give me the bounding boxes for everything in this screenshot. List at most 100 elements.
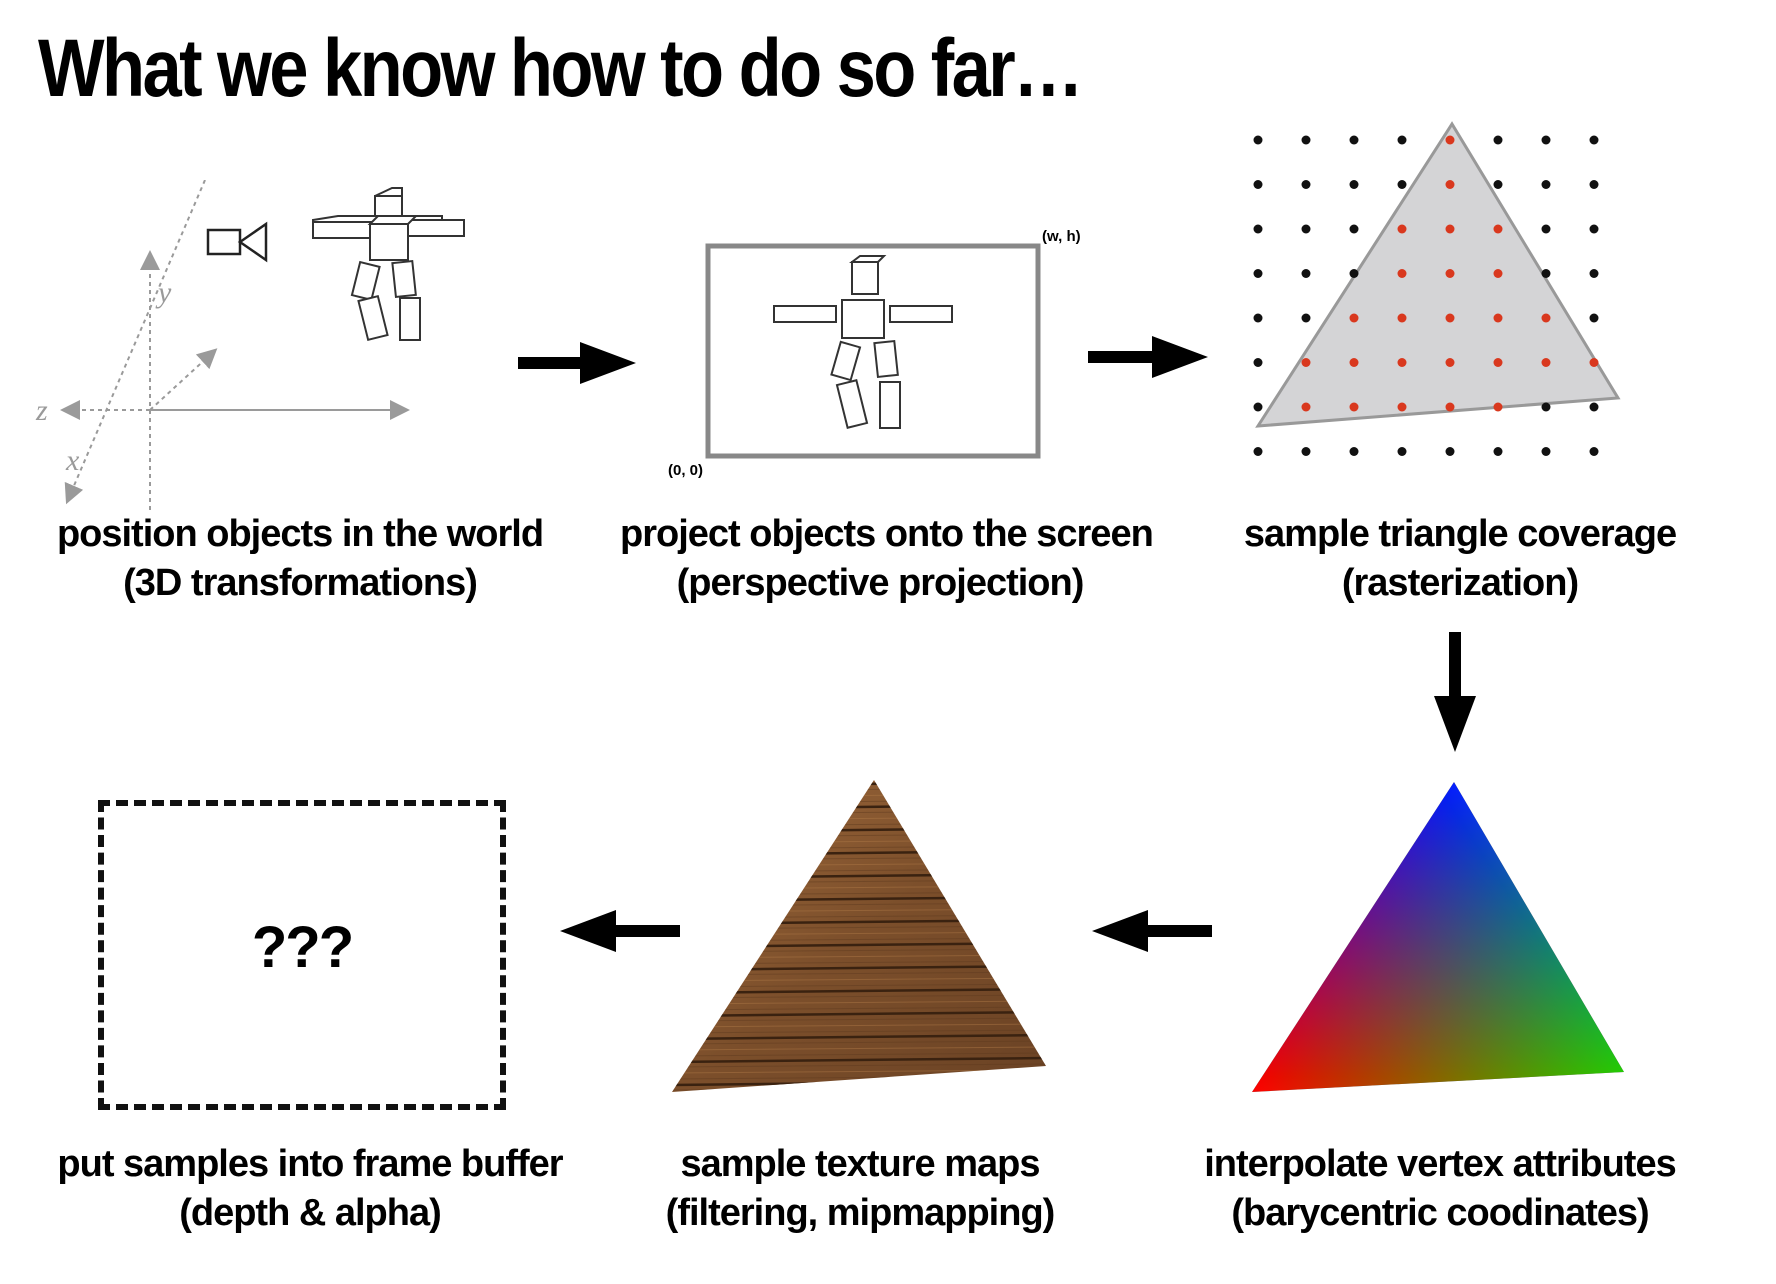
sample-point <box>1589 447 1599 456</box>
step-1-title: position objects in the world <box>56 513 544 555</box>
screen-origin-label: (0, 0) <box>668 462 704 479</box>
sample-point <box>1541 402 1551 412</box>
sample-point <box>1397 447 1407 456</box>
sample-point <box>1493 224 1503 234</box>
world-space-figure: y z x <box>35 180 465 510</box>
projected-robot <box>773 255 953 429</box>
step-6-title: put samples into frame buffer <box>57 1143 563 1185</box>
sample-point <box>1397 269 1407 278</box>
sample-point <box>1445 402 1455 412</box>
sample-point <box>1589 180 1599 189</box>
step-4-title: interpolate vertex attributes <box>1204 1143 1676 1185</box>
unknown-placeholder: ??? <box>251 915 354 980</box>
sample-point <box>1445 180 1455 189</box>
sample-point <box>1397 135 1407 145</box>
step-2-subtitle: (perspective projection) <box>676 562 1085 604</box>
sample-point <box>1445 135 1455 145</box>
screen-corner-label: (w, h) <box>1042 228 1081 245</box>
sample-point <box>1493 402 1503 412</box>
sample-point <box>1589 313 1599 323</box>
sample-point <box>1349 180 1359 189</box>
step-1-subtitle: (3D transformations) <box>123 562 478 604</box>
step-caption-6: put samples into frame buffer (depth & a… <box>50 1140 570 1238</box>
sample-point <box>1445 269 1455 278</box>
sample-point <box>1301 135 1311 145</box>
sample-point <box>1589 224 1599 234</box>
sample-point <box>1493 358 1503 367</box>
sample-point <box>1493 180 1503 189</box>
step-4-subtitle: (barycentric coodinates) <box>1231 1192 1649 1234</box>
sample-point <box>1589 402 1599 412</box>
sample-point <box>1445 358 1455 367</box>
color-triangle <box>1252 782 1624 1092</box>
sample-point <box>1253 313 1263 323</box>
sample-point <box>1253 358 1263 367</box>
sample-point <box>1445 447 1455 456</box>
sample-point <box>1349 358 1359 367</box>
sample-point <box>1349 135 1359 145</box>
sample-point <box>1541 269 1551 278</box>
coverage-triangle <box>1255 121 1621 428</box>
step-5-title: sample texture maps <box>680 1143 1040 1185</box>
sample-point <box>1493 269 1503 278</box>
sample-point <box>1349 313 1359 323</box>
x-axis <box>64 180 206 505</box>
axes <box>60 180 410 510</box>
step-3-subtitle: (rasterization) <box>1341 562 1579 604</box>
arrow-left-1 <box>1092 910 1212 952</box>
slide-title: What we know how to do so far… <box>38 23 1084 114</box>
step-6-subtitle: (depth & alpha) <box>179 1192 442 1234</box>
step-caption-2: project objects onto the screen (perspec… <box>620 510 1154 608</box>
step-2-title: project objects onto the screen <box>620 513 1154 555</box>
sample-point <box>1301 224 1311 234</box>
sample-point <box>1301 402 1311 412</box>
camera-icon <box>206 221 268 263</box>
sample-point <box>1253 447 1263 456</box>
sample-point <box>1589 358 1599 367</box>
sample-point <box>1589 269 1599 278</box>
sample-point <box>1589 135 1599 145</box>
sample-point <box>1541 447 1551 456</box>
sample-point <box>1253 180 1263 189</box>
rasterization-figure <box>1253 121 1621 456</box>
sample-point <box>1493 135 1503 145</box>
arrow-right-1 <box>518 342 636 384</box>
robot-figure <box>312 187 465 342</box>
sample-point <box>1349 402 1359 412</box>
sample-point <box>1541 358 1551 367</box>
sample-point <box>1253 135 1263 145</box>
sample-point <box>1541 224 1551 234</box>
sample-point <box>1301 313 1311 323</box>
sample-point <box>1253 224 1263 234</box>
sample-point <box>1397 180 1407 189</box>
sample-grid <box>1253 135 1599 456</box>
step-caption-1: position objects in the world (3D transf… <box>40 510 560 608</box>
sample-point <box>1397 224 1407 234</box>
sample-point <box>1445 224 1455 234</box>
screen-figure: (w, h) (0, 0) <box>660 220 1120 480</box>
interpolation-figure <box>1252 782 1624 1092</box>
step-3-title: sample triangle coverage <box>1243 513 1677 555</box>
x-axis-label: x <box>65 444 80 477</box>
wood-texture <box>672 780 1046 1092</box>
texture-figure <box>672 780 1046 1092</box>
sample-point <box>1493 447 1503 456</box>
sample-point <box>1301 180 1311 189</box>
screen-frame <box>705 243 1041 459</box>
x-axis-up <box>149 348 218 411</box>
sample-point <box>1541 313 1551 323</box>
sample-point <box>1349 224 1359 234</box>
sample-point <box>1349 447 1359 456</box>
sample-point <box>1397 358 1407 367</box>
step-5-subtitle: (filtering, mipmapping) <box>665 1192 1056 1234</box>
sample-point <box>1541 135 1551 145</box>
arrow-left-2 <box>560 910 680 952</box>
step-caption-5: sample texture maps (filtering, mipmappi… <box>600 1140 1120 1238</box>
arrow-down <box>1434 632 1476 752</box>
sample-point <box>1301 269 1311 278</box>
sample-point <box>1301 358 1311 367</box>
frame-buffer-box: ??? <box>98 800 506 1110</box>
step-caption-3: sample triangle coverage (rasterization) <box>1200 510 1720 608</box>
z-axis-label: z <box>35 394 48 427</box>
sample-point <box>1301 447 1311 456</box>
